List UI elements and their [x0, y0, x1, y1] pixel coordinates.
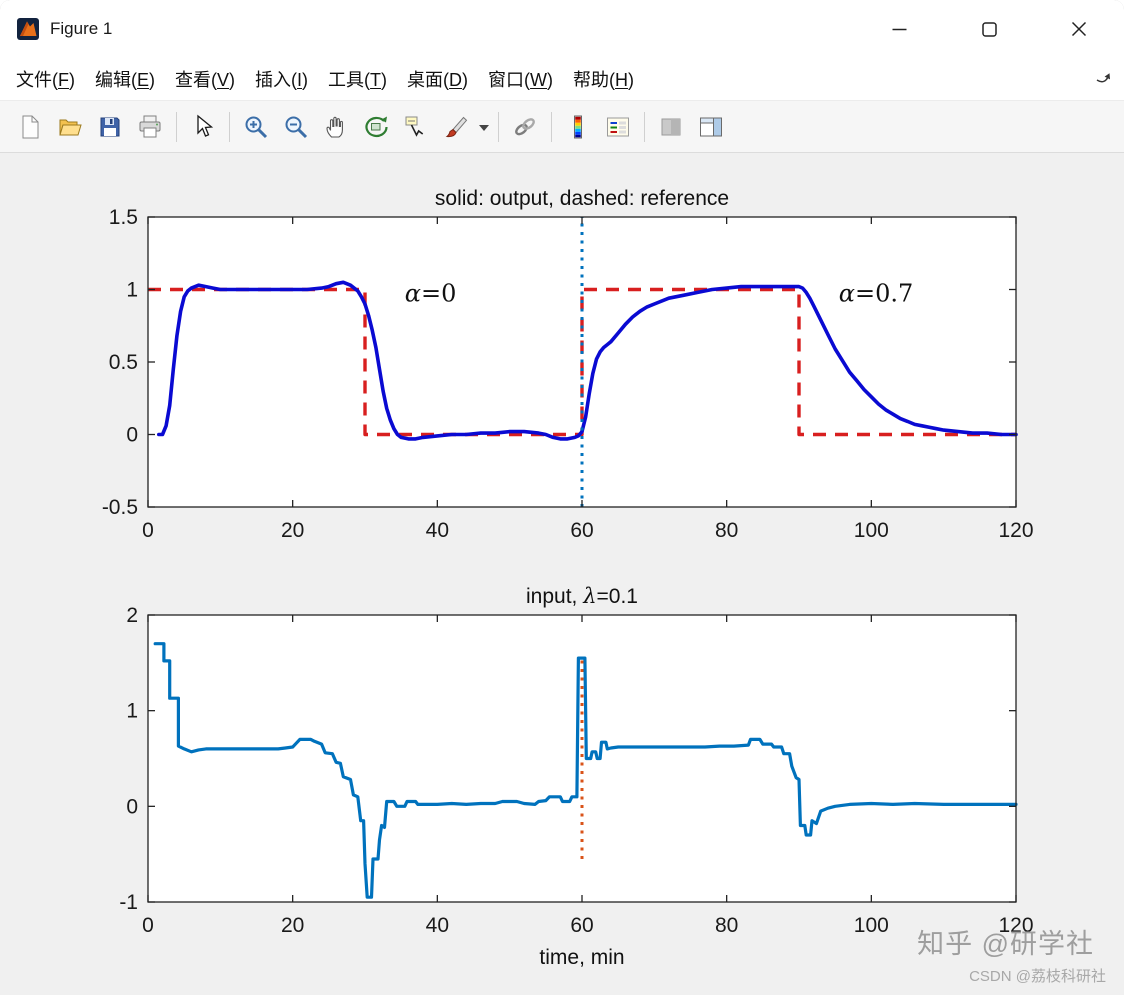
svg-text:60: 60	[570, 519, 593, 542]
toolbar-separator	[644, 111, 645, 142]
menu-item-file[interactable]: 文件(F)	[16, 70, 75, 90]
toolbar-insert-legend-button[interactable]	[598, 107, 638, 147]
figure-area: 0 20 40 60 80 100 120 -0.5 0 0.5 1 1.5 solid: output…	[0, 153, 1124, 995]
svg-text:80: 80	[715, 914, 738, 937]
svg-text:0: 0	[126, 424, 138, 447]
svg-text:40: 40	[426, 914, 449, 937]
insert-legend-icon	[607, 117, 629, 136]
toolbar-link-plot-button[interactable]	[505, 107, 545, 147]
svg-text:80: 80	[715, 519, 738, 542]
svg-text:0: 0	[126, 795, 138, 818]
matlab-figure-icon	[16, 17, 40, 41]
window-title: Figure 1	[50, 19, 113, 38]
svg-text:time, min: time, min	[539, 946, 624, 969]
svg-text:-1: -1	[119, 891, 138, 914]
svg-text:60: 60	[570, 914, 593, 937]
toolbar-separator	[229, 111, 230, 142]
svg-text:100: 100	[854, 914, 889, 937]
rotate-3d-icon	[365, 116, 388, 137]
toolbar-pan-button[interactable]	[316, 107, 356, 147]
svg-text:solid: output, dashed: referen: solid: output, dashed: reference	[435, 187, 729, 210]
menu-item-tools[interactable]: 工具(T)	[328, 70, 388, 90]
toolbar-print-figure-button[interactable]	[130, 107, 170, 147]
insert-colorbar-icon	[574, 115, 582, 138]
zoom-in-icon	[245, 116, 268, 138]
svg-text:0.5: 0.5	[109, 351, 138, 374]
toolbar-brush-dropdown-arrow-button[interactable]	[476, 107, 492, 147]
menu-item-view[interactable]: 查看(V)	[175, 70, 236, 90]
svg-text:-0.5: -0.5	[102, 496, 138, 519]
dock-figure-icon[interactable]	[1094, 70, 1112, 93]
toolbar-rotate-3d-button[interactable]	[356, 107, 396, 147]
svg-text:100: 100	[854, 519, 889, 542]
new-figure-icon	[22, 115, 39, 138]
menu-item-insert[interactable]: 插入(I)	[255, 70, 309, 90]
edit-plot-icon	[197, 114, 214, 137]
close-button[interactable]	[1034, 0, 1124, 58]
svg-text:2: 2	[126, 604, 138, 627]
svg-text:0: 0	[142, 519, 154, 542]
menu-item-desktop[interactable]: 桌面(D)	[407, 70, 469, 90]
watermark-zhihu: 知乎 @研学社	[917, 929, 1094, 959]
toolbar-hide-plot-tools-button[interactable]	[651, 107, 691, 147]
show-plot-tools-icon	[700, 117, 722, 136]
watermark-csdn: CSDN @荔枝科研社	[969, 968, 1106, 985]
toolbar-data-cursor-button[interactable]	[396, 107, 436, 147]
brush-icon	[445, 116, 468, 137]
menu-item-window[interactable]: 窗口(W)	[488, 70, 554, 90]
data-cursor-icon	[405, 116, 424, 137]
svg-text:20: 20	[281, 519, 304, 542]
toolbar-open-file-button[interactable]	[50, 107, 90, 147]
toolbar	[0, 101, 1124, 153]
toolbar-separator	[551, 111, 552, 142]
svg-text:120: 120	[998, 914, 1033, 937]
open-file-icon	[59, 119, 82, 135]
toolbar-show-plot-tools-button[interactable]	[691, 107, 731, 147]
svg-text:1.5: 1.5	[109, 206, 138, 229]
link-plot-icon	[515, 117, 535, 135]
svg-text:α=0: α=0	[405, 279, 457, 307]
svg-text:input, λ=0.1: input, λ=0.1	[526, 584, 638, 608]
svg-text:α=0.7: α=0.7	[839, 279, 914, 307]
svg-text:1: 1	[126, 700, 138, 723]
toolbar-new-figure-button[interactable]	[10, 107, 50, 147]
svg-text:1: 1	[126, 279, 138, 302]
minimize-button[interactable]	[854, 0, 944, 58]
menu-item-help[interactable]: 帮助(H)	[573, 70, 635, 90]
toolbar-zoom-in-button[interactable]	[236, 107, 276, 147]
toolbar-separator	[498, 111, 499, 142]
toolbar-brush-button[interactable]	[436, 107, 476, 147]
svg-text:40: 40	[426, 519, 449, 542]
hide-plot-tools-icon	[661, 118, 681, 135]
svg-text:0: 0	[142, 914, 154, 937]
toolbar-insert-colorbar-button[interactable]	[558, 107, 598, 147]
maximize-button[interactable]	[944, 0, 1034, 58]
svg-text:20: 20	[281, 914, 304, 937]
toolbar-separator	[176, 111, 177, 142]
zoom-out-icon	[285, 116, 308, 138]
maximize-icon	[981, 21, 997, 37]
toolbar-zoom-out-button[interactable]	[276, 107, 316, 147]
brush-dropdown-arrow-icon	[479, 124, 489, 131]
svg-text:120: 120	[998, 519, 1033, 542]
menu-bar: 文件(F) 编辑(E) 查看(V) 插入(I) 工具(T) 桌面(D) 窗口(W) 帮助(H)	[0, 58, 1124, 101]
window-controls	[854, 0, 1124, 58]
toolbar-save-figure-button[interactable]	[90, 107, 130, 147]
title-bar: Figure 1	[0, 0, 1124, 58]
close-icon	[1071, 21, 1087, 37]
toolbar-edit-plot-button[interactable]	[183, 107, 223, 147]
menu-item-edit[interactable]: 编辑(E)	[95, 70, 156, 90]
minimize-icon	[892, 28, 906, 30]
pan-icon	[326, 116, 343, 138]
save-figure-icon	[100, 117, 120, 136]
print-figure-icon	[139, 115, 161, 137]
